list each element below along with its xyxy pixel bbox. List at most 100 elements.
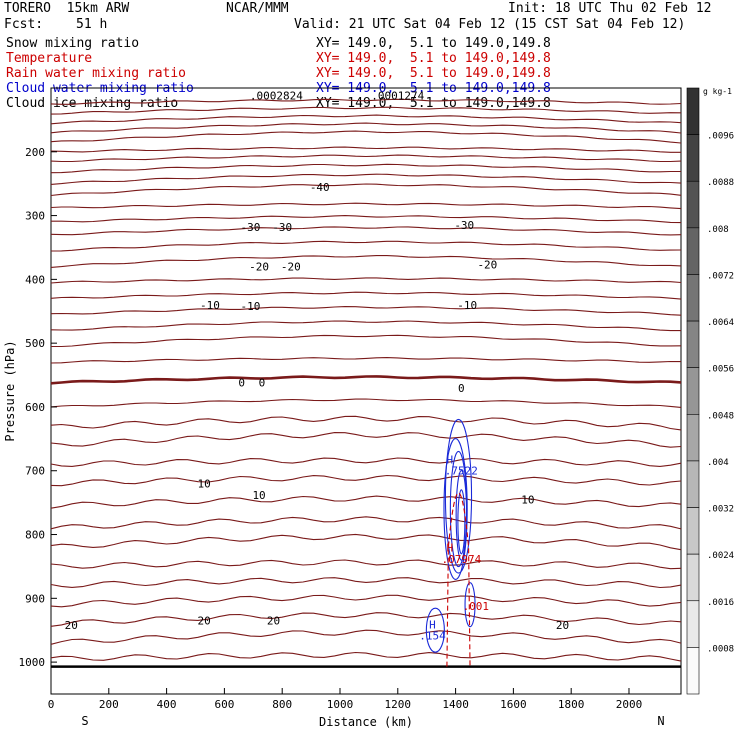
isotherm-line [50,106,682,115]
header-fcst-value: 51 h [76,17,108,32]
isotherm-line [50,306,682,316]
snow-label: .0001274 [371,90,424,103]
isotherm-label: -30 [240,221,260,234]
header-valid: Valid: 21 UTC Sat 04 Feb 12 (15 CST Sat … [294,17,686,32]
y-axis-title: Pressure (hPa) [3,340,17,441]
colorbar-tick-label: .0056 [707,365,734,375]
cloud-water-contour [457,489,466,555]
isotherm-line [50,114,682,125]
isotherm-label: 20 [556,619,569,632]
header-init: Init: 18 UTC Thu 02 Feb 12 [508,1,712,16]
y-tick-label: 200 [25,146,45,159]
x-tick-label: 400 [157,698,177,711]
isotherm-line [50,432,682,448]
x-tick-label: 800 [272,698,292,711]
colorbar-cell [686,367,700,415]
colorbar-cell [686,87,700,135]
legend-label: Cloud ice mixing ratio [6,96,179,111]
colorbar-tick-label: .0072 [707,271,734,281]
isotherm-line [50,255,682,268]
y-tick-label: 500 [25,337,45,350]
colorbar-tick-label: .0064 [707,318,734,328]
isotherm-line [50,516,682,530]
colorbar-cell [686,460,700,508]
y-tick-label: 300 [25,210,45,223]
x-tick-label: 1400 [442,698,469,711]
header-model: TORERO 15km ARW [4,1,130,16]
isotherm-line [50,533,682,551]
colorbar-tick-label: .0032 [707,505,734,515]
cloud-water-contour [455,470,468,561]
isotherm-label: 20 [198,615,211,628]
isotherm-label: -40 [310,181,330,194]
isotherm-line [50,629,682,645]
isotherm-line [50,357,682,364]
isotherm-line [50,398,682,408]
isotherm-line [50,154,682,163]
y-tick-label: 800 [25,529,45,542]
colorbar-cell [686,227,700,275]
colorbar-cell [686,414,700,462]
isotherm-label: 0 [238,377,245,390]
isotherm-line [50,277,682,284]
colorbar-tick-label: .008 [707,225,729,235]
isotherm-label: 10 [252,489,265,502]
isotherm-line [50,240,682,252]
isotherm-label: -10 [240,300,260,313]
cloud-water-label: .154 [419,629,446,642]
isotherm-label: -10 [457,299,477,312]
isotherm-line [50,146,681,153]
isotherm-line [50,474,682,487]
isotherm-line [50,291,682,300]
isotherm-line [50,226,682,236]
colorbar-tick-label: .0088 [707,178,734,188]
isotherm-line [50,183,682,197]
isotherm-label: -30 [272,221,292,234]
x-tick-label: 2000 [616,698,643,711]
isotherm-label: -10 [200,299,220,312]
isotherm-label: -20 [477,259,497,272]
colorbar-tick-label: .0016 [707,598,734,608]
isotherm-label: -30 [454,219,474,232]
colorbar-tick-label: .004 [707,458,729,468]
legend-xy: XY= 149.0, 5.1 to 149.0,149.8 [316,51,551,66]
isotherm-label: 10 [198,477,211,490]
x-tick-label: 200 [99,698,119,711]
cloud-water-contour [444,418,473,574]
isotherm-label: 0 [259,377,266,390]
isotherm-line [50,594,682,608]
isotherm-line [51,215,682,224]
cloud-water-label: H [446,453,453,466]
colorbar-cell [686,134,700,182]
x-tick-label: 1200 [385,698,412,711]
colorbar-tick-label: .0048 [707,411,734,421]
header-center: NCAR/MMM [226,1,289,16]
isotherm-label: -20 [281,261,301,274]
rain-water-label: .001 [463,600,490,613]
legend-xy: XY= 149.0, 5.1 to 149.0,149.8 [316,36,551,51]
x-end-label-north: N [657,714,664,728]
isotherm-line [50,122,682,134]
colorbar-cell [686,274,700,322]
isotherm-line [50,559,682,570]
colorbar-tick-label: .0096 [707,132,734,142]
isotherm-line [50,98,682,105]
isotherm-label: 10 [521,493,534,506]
colorbar-cell [686,507,700,555]
colorbar-cell [686,553,700,602]
plot-frame [50,87,682,695]
y-tick-label: 900 [25,592,45,605]
header-fcst-label: Fcst: [4,17,44,32]
isotherm-line [50,457,682,467]
isotherm-line [50,130,682,144]
cloud-water-label: .7522 [445,465,478,478]
colorbar-cell [686,180,700,229]
y-tick-label: 600 [25,401,45,414]
y-tick-label: 400 [25,273,45,286]
isotherm-line [50,375,682,385]
x-axis-title: Distance (km) [319,715,413,729]
isotherm-line [50,163,681,174]
x-tick-label: 1800 [558,698,585,711]
legend-label: Rain water mixing ratio [6,66,187,81]
isotherm-line [50,173,682,185]
